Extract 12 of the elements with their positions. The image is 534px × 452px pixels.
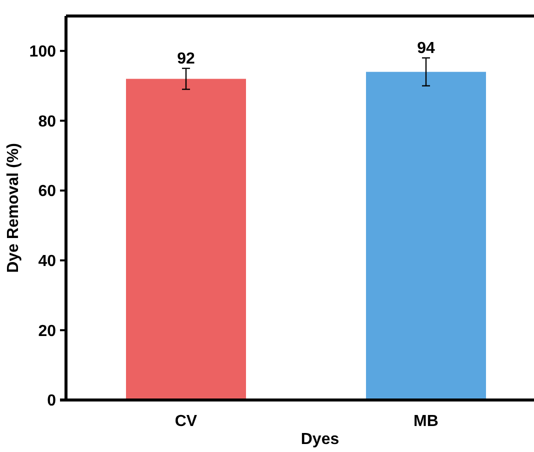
y-tick-label: 0 [47,392,56,410]
x-tick-label: CV [174,413,198,430]
data-label: 92 [177,50,195,68]
y-tick-label: 100 [29,44,56,61]
y-tick-label: 80 [38,113,56,130]
x-axis-title: Dyes [300,431,340,448]
x-tick-label: MB [414,413,438,430]
y-tick-label: 60 [38,183,56,200]
y-axis-title: Dye Removal (%) [5,143,22,273]
y-tick-label: 20 [38,322,56,340]
data-label: 94 [417,40,435,57]
y-tick-label: 40 [38,252,56,270]
